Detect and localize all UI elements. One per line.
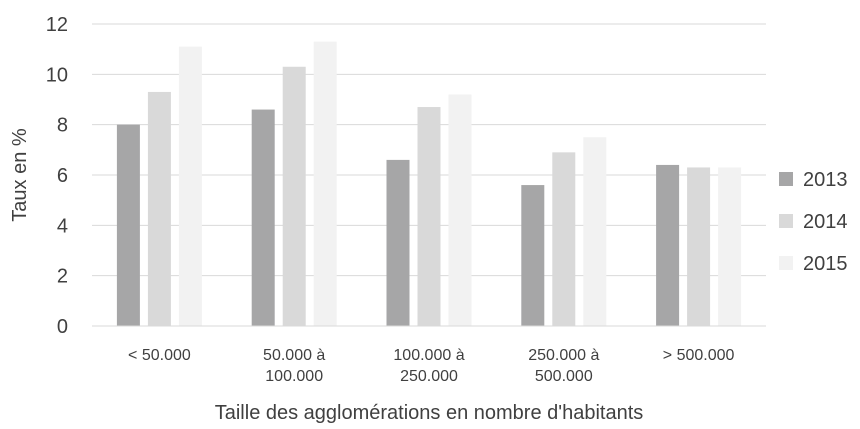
bar-2015-1: [313, 41, 337, 326]
y-tick-label: 6: [57, 165, 68, 187]
legend-label-2015: 2015: [803, 253, 848, 275]
y-axis-ticks: 0 2 4 6 8 10 12: [46, 14, 68, 338]
bar-2013-0: [116, 124, 140, 327]
legend-label-2014: 2014: [803, 211, 848, 233]
x-category-label: < 50.000: [128, 347, 191, 364]
bar-2014-4: [687, 167, 711, 326]
y-tick-label: 4: [57, 215, 68, 237]
bar-2013-4: [656, 164, 680, 326]
y-tick-label: 2: [57, 266, 68, 288]
legend-swatch-2014: [779, 214, 793, 228]
bar-2014-0: [147, 91, 171, 326]
x-category-label: 100.000: [265, 368, 323, 385]
bar-2013-3: [521, 185, 545, 326]
bars: [116, 41, 742, 327]
x-category-label: 100.000 à: [393, 347, 464, 364]
y-tick-label: 12: [46, 14, 68, 36]
legend-swatch-2015: [779, 256, 793, 270]
bar-2013-2: [386, 159, 410, 326]
y-tick-label: 8: [57, 115, 68, 137]
bar-2015-2: [448, 94, 472, 326]
x-category-label: 250.000: [400, 368, 458, 385]
x-category-label: 500.000: [535, 368, 593, 385]
bar-2014-2: [417, 107, 441, 326]
x-axis-categories: < 50.000 50.000 à 100.000 100.000 à 250.000 2…: [128, 347, 734, 385]
bar-2015-3: [583, 137, 607, 326]
bar-2015-0: [178, 46, 202, 327]
x-category-label: > 500.000: [663, 347, 735, 364]
bar-2014-1: [282, 66, 306, 327]
legend: 2013 2014 2015: [779, 169, 848, 275]
y-axis-title: Taux en %: [9, 128, 31, 222]
y-tick-label: 10: [46, 64, 68, 86]
x-category-label: 250.000 à: [528, 347, 599, 364]
legend-swatch-2013: [779, 172, 793, 186]
y-tick-label: 0: [57, 316, 68, 338]
bar-2014-3: [552, 152, 576, 326]
bar-2013-1: [251, 109, 275, 326]
x-axis-title: Taille des agglomérations en nombre d'ha…: [215, 402, 644, 424]
bar-2015-4: [718, 167, 742, 326]
legend-label-2013: 2013: [803, 169, 848, 191]
x-category-label: 50.000 à: [263, 347, 325, 364]
